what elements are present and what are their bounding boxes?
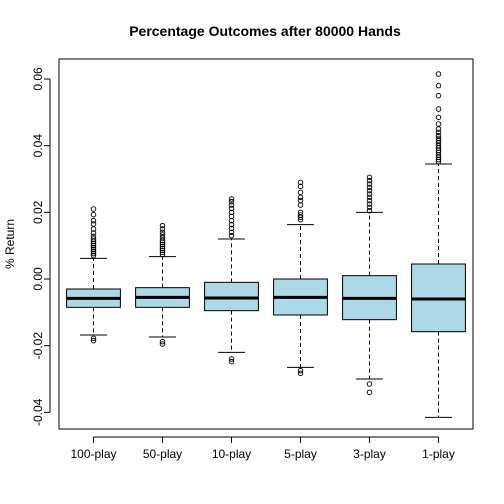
outlier-point — [366, 194, 373, 201]
box-10-play — [204, 196, 259, 365]
outlier-point — [228, 225, 235, 232]
outlier-point — [228, 217, 235, 224]
outlier-point — [228, 232, 235, 239]
box-3-play — [342, 174, 397, 396]
outlier-point — [366, 197, 373, 204]
outlier-point — [228, 221, 235, 228]
outlier-point — [90, 226, 97, 232]
outlier-point — [435, 156, 442, 163]
outlier-point — [228, 358, 235, 365]
plot-frame — [58, 58, 474, 430]
outlier-point — [366, 184, 373, 191]
outlier-point — [90, 244, 97, 251]
outlier-point — [435, 71, 442, 77]
outlier-point — [228, 209, 235, 216]
outlier-point — [435, 82, 442, 89]
y-tick-label: 0.02 — [31, 200, 45, 224]
outlier-point — [228, 205, 235, 212]
outlier-point — [228, 198, 235, 205]
outlier-point — [228, 229, 235, 236]
outlier-point — [297, 370, 304, 377]
outlier-point — [366, 174, 373, 181]
box-1-play — [411, 71, 466, 418]
outlier-point — [159, 232, 166, 238]
y-tick-label: 0.00 — [31, 267, 45, 291]
outlier-point — [90, 240, 97, 247]
outlier-point — [90, 337, 97, 344]
outlier-point — [228, 196, 235, 202]
outlier-point — [159, 247, 166, 254]
outlier-point — [159, 243, 166, 250]
outlier-point — [366, 207, 373, 214]
outlier-point — [366, 191, 373, 197]
outlier-point — [366, 389, 373, 396]
x-tick-label: 50-play — [143, 447, 182, 461]
outlier-point — [297, 183, 304, 190]
outlier-point — [159, 226, 166, 232]
outlier-point — [297, 216, 304, 223]
x-tick-label: 3-play — [353, 447, 386, 461]
outlier-point — [159, 239, 166, 246]
outlier-point — [366, 181, 373, 187]
outlier-point — [228, 202, 235, 208]
box-100-play — [66, 206, 121, 344]
outlier-point — [366, 204, 373, 211]
outlier-point — [435, 158, 442, 165]
outlier-point — [297, 214, 304, 221]
outlier-point — [90, 248, 97, 255]
outlier-point — [90, 246, 97, 253]
outlier-point — [297, 179, 304, 186]
outlier-point — [297, 367, 304, 374]
y-axis: -0.04 -0.02 0.00 0.02 0.04 0.06 — [31, 67, 51, 426]
y-tick-label: 0.04 — [31, 134, 45, 158]
outlier-point — [90, 211, 97, 218]
outlier-point — [159, 237, 166, 244]
outlier-point — [90, 250, 97, 257]
box-50-play — [135, 222, 190, 347]
x-tick-label: 1-play — [422, 447, 455, 461]
outlier-point — [159, 229, 166, 236]
outlier-point — [90, 217, 97, 224]
outlier-point — [435, 129, 442, 136]
outlier-point — [159, 341, 166, 347]
outlier-point — [159, 241, 166, 248]
outlier-point — [90, 206, 97, 212]
outlier-point — [159, 245, 166, 252]
outlier-point — [297, 189, 304, 196]
chart-title: Percentage Outcomes after 80000 Hands — [129, 23, 401, 39]
outlier-point — [366, 201, 373, 207]
outlier-point — [297, 194, 304, 201]
y-tick-label: -0.02 — [31, 332, 45, 360]
outlier-point — [366, 381, 373, 387]
outlier-point — [435, 114, 442, 121]
outlier-point — [297, 202, 304, 208]
x-axis: 100-play 50-play 10-play 5-play 3-play 1-play — [70, 436, 455, 461]
outlier-point — [159, 251, 166, 258]
outlier-point — [159, 222, 166, 229]
y-axis-title: % Return — [3, 219, 17, 269]
outlier-point — [90, 230, 97, 236]
y-tick-label: 0.06 — [31, 67, 45, 91]
x-tick-label: 10-play — [212, 447, 251, 461]
outlier-point — [366, 187, 373, 194]
x-tick-label: 100-play — [70, 447, 116, 461]
outlier-point — [159, 249, 166, 256]
outlier-point — [228, 356, 235, 362]
outlier-point — [90, 221, 97, 227]
outlier-point — [159, 338, 166, 345]
outlier-point — [435, 92, 442, 99]
outlier-point — [90, 242, 97, 249]
boxes-group — [66, 71, 466, 418]
box-5-play — [273, 179, 328, 377]
outlier-point — [435, 126, 442, 132]
outlier-point — [366, 177, 373, 184]
outlier-point — [435, 121, 442, 127]
y-tick-label: -0.04 — [31, 398, 45, 426]
outlier-point — [90, 252, 97, 259]
outlier-point — [435, 106, 442, 112]
x-tick-label: 5-play — [284, 447, 317, 461]
outlier-point — [90, 335, 97, 342]
